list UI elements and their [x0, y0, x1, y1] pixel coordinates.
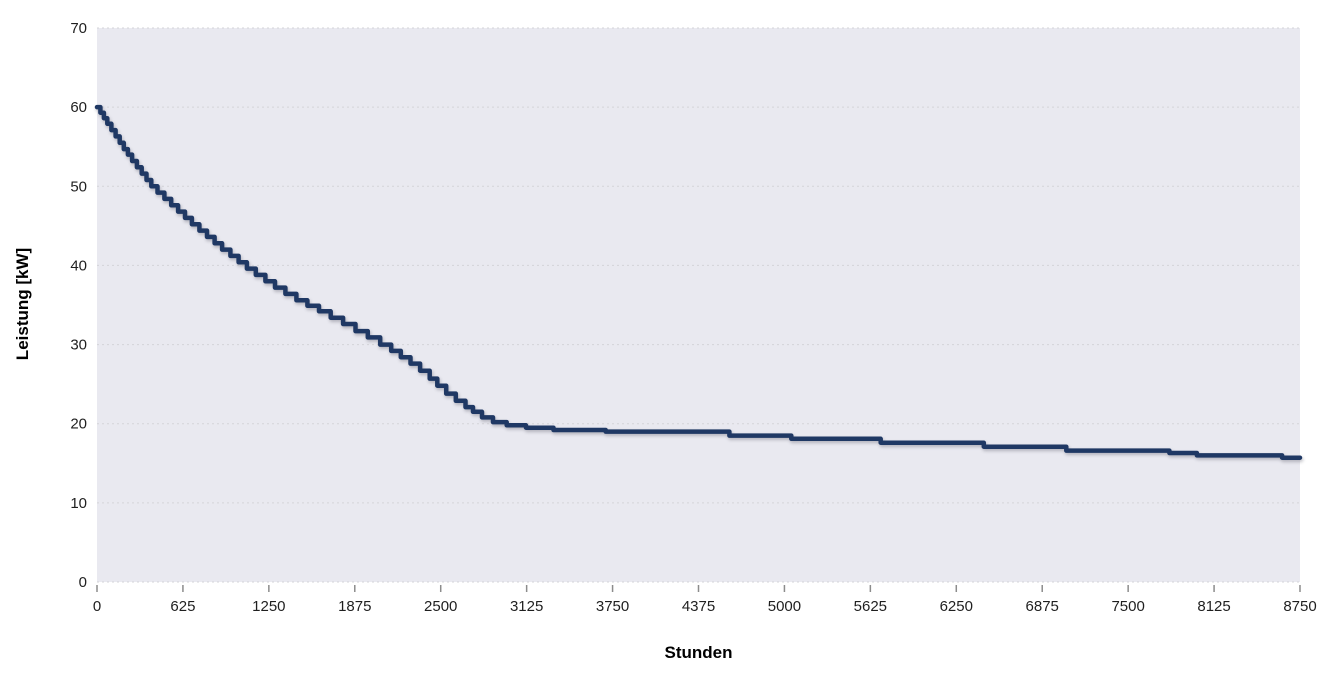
y-tick-label-20: 20 — [70, 416, 87, 433]
x-tick-label-8125: 8125 — [1197, 598, 1230, 615]
y-tick-label-40: 40 — [70, 257, 87, 274]
x-tick-label-4375: 4375 — [682, 598, 715, 615]
x-tick-label-5000: 5000 — [768, 598, 801, 615]
x-tick-label-1875: 1875 — [338, 598, 371, 615]
y-tick-label-50: 50 — [70, 178, 87, 195]
y-tick-label-0: 0 — [79, 574, 87, 591]
x-tick-label-1250: 1250 — [252, 598, 285, 615]
series-line-leistung — [94, 104, 1303, 460]
y-tick-label-30: 30 — [70, 337, 87, 354]
x-tick-label-0: 0 — [93, 598, 101, 615]
y-tick-label-10: 10 — [70, 495, 87, 512]
y-axis-title: Leistung [kW] — [13, 247, 33, 361]
x-axis-title: Stunden — [664, 643, 733, 662]
x-tick-label-3750: 3750 — [596, 598, 629, 615]
y-axis-title-container: Leistung [kW] — [0, 0, 46, 608]
y-tick-label-70: 70 — [70, 20, 87, 37]
x-tick-label-6250: 6250 — [940, 598, 973, 615]
x-tick-label-2500: 2500 — [424, 598, 457, 615]
x-tick-label-3125: 3125 — [510, 598, 543, 615]
x-tick-label-625: 625 — [170, 598, 195, 615]
x-tick-label-6875: 6875 — [1026, 598, 1059, 615]
x-tick-label-8750: 8750 — [1283, 598, 1316, 615]
y-tick-label-60: 60 — [70, 99, 87, 116]
x-tick-label-5625: 5625 — [854, 598, 887, 615]
x-tick-label-7500: 7500 — [1111, 598, 1144, 615]
plot-background — [97, 28, 1300, 582]
